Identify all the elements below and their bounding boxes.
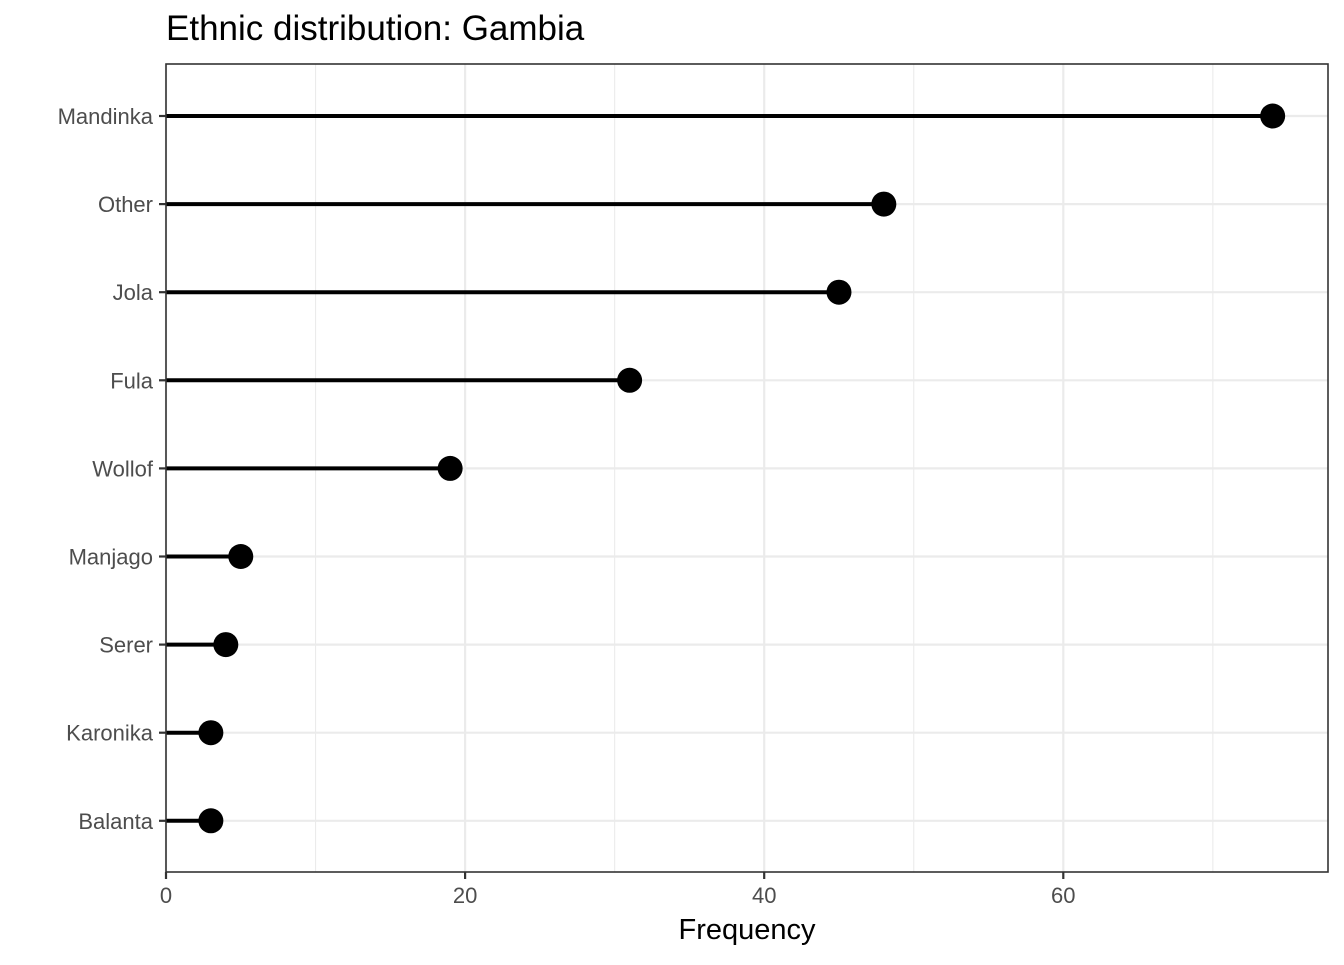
point-manjago [228,544,254,569]
y-tick-label-fula: Fula [110,368,154,393]
data-marks [166,103,1286,834]
y-tick-label-mandinka: Mandinka [58,104,154,129]
y-tick-label-other: Other [98,192,153,217]
y-tick-label-karonika: Karonika [66,721,154,746]
point-wollof [437,455,463,481]
point-jola [826,279,852,305]
point-mandinka [1260,103,1286,129]
y-tick-label-wollof: Wollof [92,456,154,481]
y-tick-label-jola: Jola [113,280,154,305]
point-other [871,191,897,217]
x-tick-label-60: 60 [1051,883,1075,908]
y-tick-label-serer: Serer [99,633,153,658]
point-fula [617,367,643,393]
x-axis-title: Frequency [678,914,816,946]
chart-title: Ethnic distribution: Gambia [166,9,585,48]
point-balanta [198,808,224,834]
point-karonika [198,720,224,746]
point-serer [213,632,239,658]
x-tick-label-20: 20 [453,883,477,908]
y-tick-label-balanta: Balanta [78,809,153,834]
axes: 0 20 40 60 Mandinka Other Jola Fula Wollof Manjag… [58,104,1076,908]
x-tick-label-40: 40 [752,883,776,908]
x-tick-label-0: 0 [160,883,172,908]
y-tick-label-manjago: Manjago [69,545,153,570]
